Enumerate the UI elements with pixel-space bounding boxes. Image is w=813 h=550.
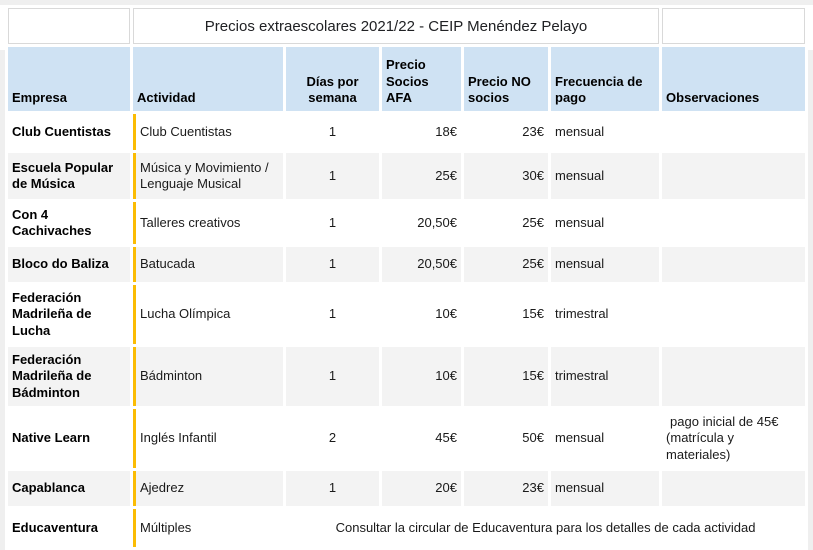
cell-observaciones bbox=[662, 247, 806, 282]
column-header-dias-por-semana: Días por semana bbox=[286, 47, 379, 111]
table-row-capablanca: Capablanca Ajedrez 1 20€ 23€ mensual bbox=[8, 471, 806, 506]
cell-dias-por-semana: 1 bbox=[286, 247, 379, 282]
cell-actividad: Lucha Olímpica bbox=[133, 285, 283, 344]
table-row-federacion-madrilena-de-badminton: Federación Madrileña de Bádminton Bádmin… bbox=[8, 347, 806, 406]
cell-frecuencia-de-pago: trimestral bbox=[551, 347, 660, 406]
title-left-spacer-cell bbox=[8, 8, 130, 44]
cell-precio-socios-afa: 20,50€ bbox=[382, 202, 461, 244]
cell-frecuencia-de-pago: mensual bbox=[551, 247, 660, 282]
cell-dias-por-semana: 1 bbox=[286, 153, 379, 199]
cell-observaciones: pago inicial de 45€ (matrícula y materia… bbox=[662, 409, 806, 468]
cell-actividad: Música y Movimiento / Lenguaje Musical bbox=[133, 153, 283, 199]
table-row-con-4-cachivaches: Con 4 Cachivaches Talleres creativos 1 2… bbox=[8, 202, 806, 244]
table-row-club-cuentistas: Club Cuentistas Club Cuentistas 1 18€ 23… bbox=[8, 114, 806, 150]
cell-empresa: Native Learn bbox=[8, 409, 130, 468]
cell-precio-no-socios: 50€ bbox=[464, 409, 548, 468]
cell-precio-no-socios: 15€ bbox=[464, 285, 548, 344]
cell-observaciones bbox=[662, 202, 806, 244]
cell-educaventura-note: Consultar la circular de Educaventura pa… bbox=[286, 509, 806, 547]
cell-precio-no-socios: 23€ bbox=[464, 471, 548, 506]
cell-precio-no-socios: 15€ bbox=[464, 347, 548, 406]
cell-frecuencia-de-pago: mensual bbox=[551, 409, 660, 468]
cell-precio-no-socios: 23€ bbox=[464, 114, 548, 150]
cell-empresa: Educaventura bbox=[8, 509, 130, 547]
header-row: Empresa Actividad Días por semana Precio… bbox=[8, 47, 806, 111]
column-header-precio-socios-afa: Precio Socios AFA bbox=[382, 47, 461, 111]
cell-empresa: Federación Madrileña de Bádminton bbox=[8, 347, 130, 406]
cell-observaciones bbox=[662, 285, 806, 344]
cell-actividad: Ajedrez bbox=[133, 471, 283, 506]
cell-empresa: Escuela Popular de Música bbox=[8, 153, 130, 199]
column-header-actividad: Actividad bbox=[133, 47, 283, 111]
cell-precio-socios-afa: 18€ bbox=[382, 114, 461, 150]
cell-empresa: Federación Madrileña de Lucha bbox=[8, 285, 130, 344]
cell-precio-socios-afa: 10€ bbox=[382, 285, 461, 344]
cell-dias-por-semana: 1 bbox=[286, 471, 379, 506]
table-row-escuela-popular-de-musica: Escuela Popular de Música Música y Movim… bbox=[8, 153, 806, 199]
cell-observaciones bbox=[662, 347, 806, 406]
page-title: Precios extraescolares 2021/22 - CEIP Me… bbox=[133, 8, 660, 44]
prices-table: Precios extraescolares 2021/22 - CEIP Me… bbox=[5, 5, 809, 550]
cell-observaciones bbox=[662, 471, 806, 506]
cell-empresa: Bloco do Baliza bbox=[8, 247, 130, 282]
cell-actividad: Bádminton bbox=[133, 347, 283, 406]
cell-precio-socios-afa: 10€ bbox=[382, 347, 461, 406]
cell-actividad: Múltiples bbox=[133, 509, 283, 547]
cell-frecuencia-de-pago: mensual bbox=[551, 153, 660, 199]
cell-actividad: Talleres creativos bbox=[133, 202, 283, 244]
cell-precio-socios-afa: 20€ bbox=[382, 471, 461, 506]
table-row-federacion-madrilena-de-lucha: Federación Madrileña de Lucha Lucha Olím… bbox=[8, 285, 806, 344]
cell-dias-por-semana: 1 bbox=[286, 347, 379, 406]
cell-precio-socios-afa: 25€ bbox=[382, 153, 461, 199]
cell-observaciones bbox=[662, 153, 806, 199]
cell-frecuencia-de-pago: mensual bbox=[551, 471, 660, 506]
cell-frecuencia-de-pago: mensual bbox=[551, 114, 660, 150]
column-header-precio-no-socios: Precio NO socios bbox=[464, 47, 548, 111]
cell-precio-no-socios: 30€ bbox=[464, 153, 548, 199]
column-header-empresa: Empresa bbox=[8, 47, 130, 111]
cell-empresa: Con 4 Cachivaches bbox=[8, 202, 130, 244]
cell-frecuencia-de-pago: trimestral bbox=[551, 285, 660, 344]
cell-frecuencia-de-pago: mensual bbox=[551, 202, 660, 244]
cell-actividad: Club Cuentistas bbox=[133, 114, 283, 150]
table-row-educaventura: Educaventura Múltiples Consultar la circ… bbox=[8, 509, 806, 547]
cell-dias-por-semana: 1 bbox=[286, 285, 379, 344]
table-row-native-learn: Native Learn Inglés Infantil 2 45€ 50€ m… bbox=[8, 409, 806, 468]
cell-precio-no-socios: 25€ bbox=[464, 202, 548, 244]
column-header-observaciones: Observaciones bbox=[662, 47, 806, 111]
cell-actividad: Inglés Infantil bbox=[133, 409, 283, 468]
cell-dias-por-semana: 1 bbox=[286, 114, 379, 150]
cell-precio-socios-afa: 45€ bbox=[382, 409, 461, 468]
cell-dias-por-semana: 1 bbox=[286, 202, 379, 244]
title-row: Precios extraescolares 2021/22 - CEIP Me… bbox=[8, 8, 806, 44]
cell-empresa: Capablanca bbox=[8, 471, 130, 506]
cell-precio-socios-afa: 20,50€ bbox=[382, 247, 461, 282]
table-row-bloco-do-baliza: Bloco do Baliza Batucada 1 20,50€ 25€ me… bbox=[8, 247, 806, 282]
cell-empresa: Club Cuentistas bbox=[8, 114, 130, 150]
column-header-frecuencia-de-pago: Frecuencia de pago bbox=[551, 47, 660, 111]
title-right-spacer-cell bbox=[662, 8, 806, 44]
cell-observaciones bbox=[662, 114, 806, 150]
cell-precio-no-socios: 25€ bbox=[464, 247, 548, 282]
cell-actividad: Batucada bbox=[133, 247, 283, 282]
cell-dias-por-semana: 2 bbox=[286, 409, 379, 468]
